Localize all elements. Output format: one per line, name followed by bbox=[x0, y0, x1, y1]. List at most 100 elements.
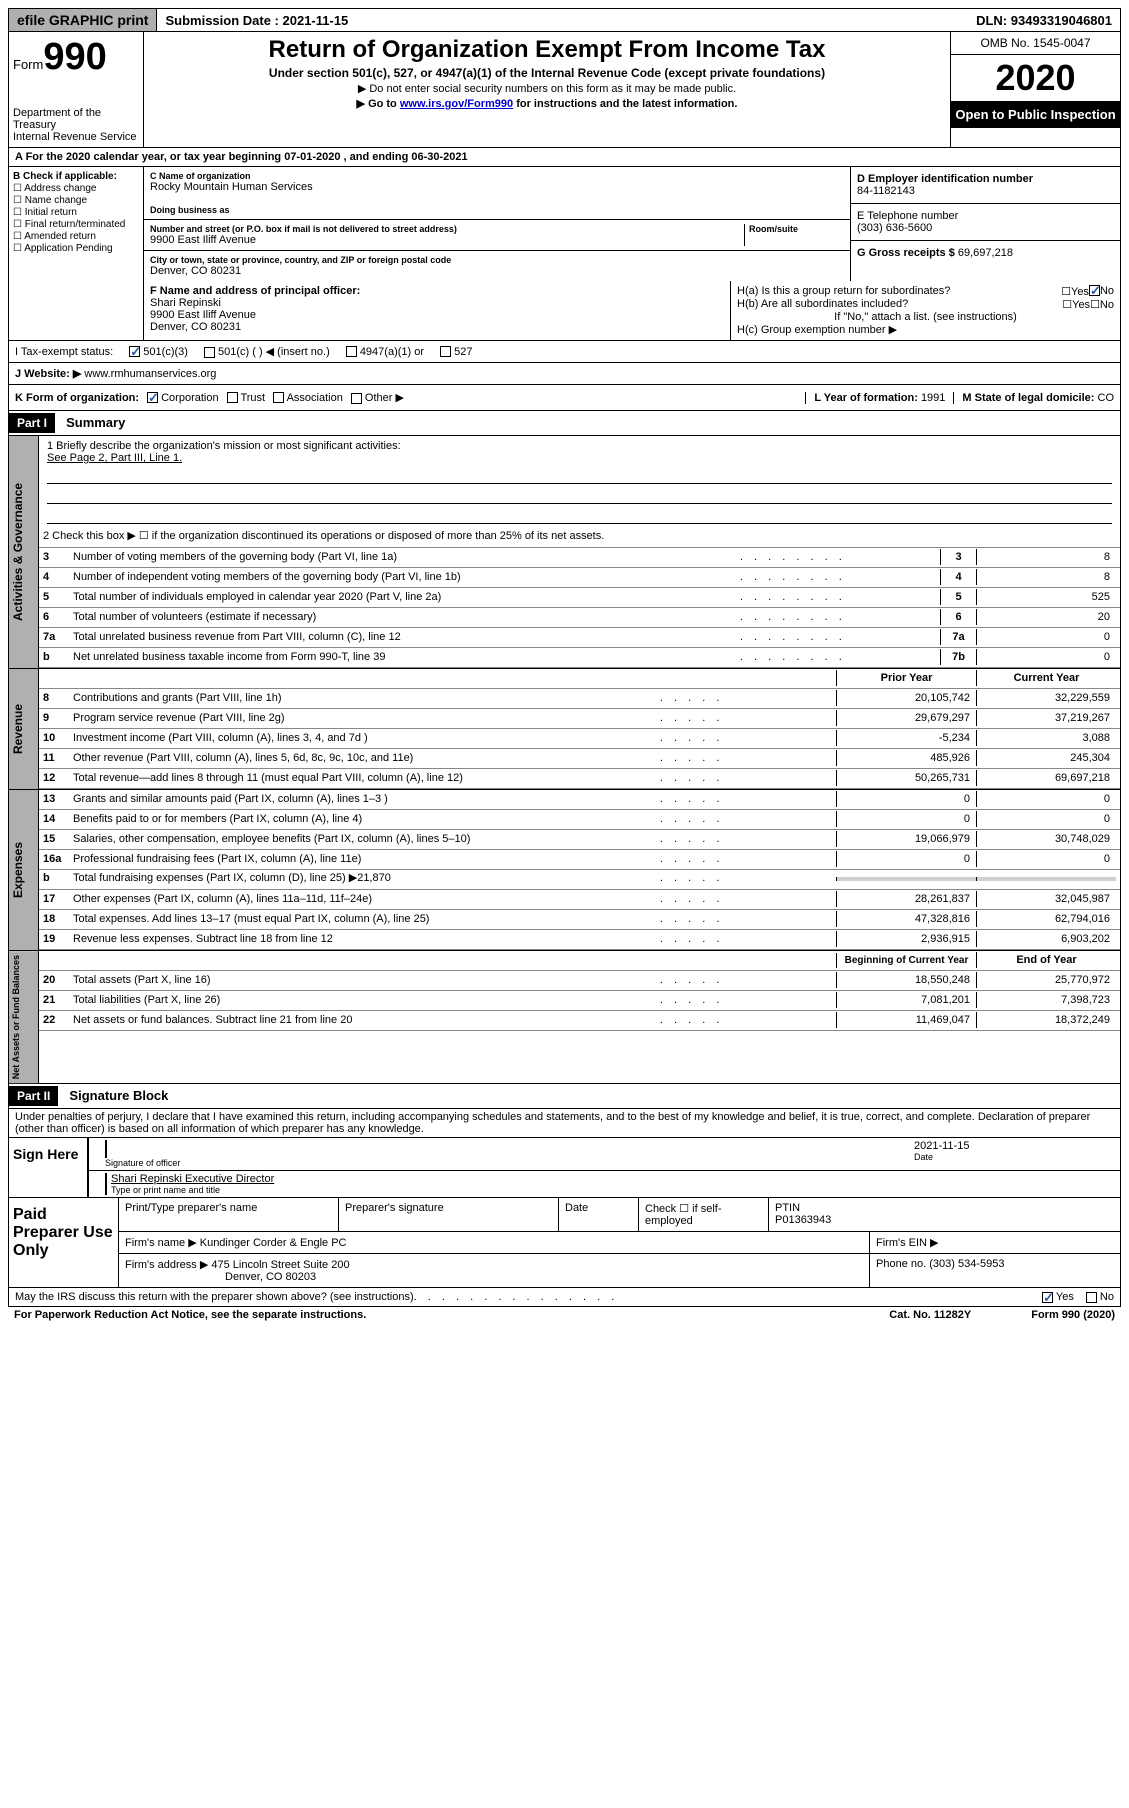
dba-label: Doing business as bbox=[150, 205, 844, 215]
phone: (303) 636-5600 bbox=[857, 222, 1114, 234]
street-label: Number and street (or P.O. box if mail i… bbox=[150, 224, 744, 234]
efile-button[interactable]: efile GRAPHIC print bbox=[9, 9, 157, 31]
org-name-label: C Name of organization bbox=[150, 171, 844, 181]
dln: DLN: 93493319046801 bbox=[968, 10, 1120, 31]
mission-text: See Page 2, Part III, Line 1. bbox=[47, 452, 1112, 464]
type-print-label: Type or print name and title bbox=[111, 1185, 1114, 1195]
hb-yes[interactable]: ☐Yes bbox=[1062, 298, 1090, 311]
ha-no-check[interactable] bbox=[1089, 285, 1100, 296]
opt-trust: Trust bbox=[240, 392, 265, 404]
chk-initial[interactable]: ☐ Initial return bbox=[13, 207, 139, 218]
chk-final[interactable]: ☐ Final return/terminated bbox=[13, 219, 139, 230]
chk-other[interactable] bbox=[351, 393, 362, 404]
mission-label: 1 Briefly describe the organization's mi… bbox=[47, 440, 1112, 452]
paid-preparer-label: Paid Preparer Use Only bbox=[9, 1198, 119, 1287]
part2-header: Part II bbox=[9, 1086, 58, 1106]
part1-title: Summary bbox=[66, 415, 125, 430]
check-applicable-label: B Check if applicable: bbox=[13, 171, 139, 182]
website: www.rmhumanservices.org bbox=[81, 368, 216, 380]
firm-name: Kundinger Corder & Engle PC bbox=[200, 1237, 347, 1249]
firm-addr2: Denver, CO 80203 bbox=[225, 1271, 316, 1283]
form-org-label: K Form of organization: bbox=[15, 392, 139, 404]
line2: 2 Check this box ▶ ☐ if the organization… bbox=[39, 528, 1120, 548]
hdr-eoy: End of Year bbox=[976, 952, 1116, 968]
ein-label: D Employer identification number bbox=[857, 173, 1114, 185]
omb-number: OMB No. 1545-0047 bbox=[951, 32, 1120, 55]
website-label: J Website: ▶ bbox=[15, 368, 81, 380]
opt-4947: 4947(a)(1) or bbox=[360, 346, 424, 358]
gross-label: G Gross receipts $ bbox=[857, 247, 958, 259]
chk-amended[interactable]: ☐ Amended return bbox=[13, 231, 139, 242]
prep-sig-label: Preparer's signature bbox=[345, 1202, 552, 1214]
prep-check-label: Check ☐ if self-employed bbox=[645, 1202, 762, 1227]
vtab-activities: Activities & Governance bbox=[9, 436, 39, 668]
state-domicile-label: M State of legal domicile: bbox=[962, 392, 1097, 404]
form-subtitle: Under section 501(c), 527, or 4947(a)(1)… bbox=[152, 66, 942, 80]
hc-label: H(c) Group exemption number ▶ bbox=[737, 323, 1114, 336]
goto-pre: ▶ Go to bbox=[357, 98, 400, 110]
form-header: Form990 Department of the Treasury Inter… bbox=[8, 32, 1121, 148]
street: 9900 East Iliff Avenue bbox=[150, 234, 744, 246]
officer-print-name: Shari Repinski Executive Director bbox=[111, 1173, 1114, 1185]
dept-label: Department of the Treasury Internal Reve… bbox=[13, 107, 139, 143]
perjury-text: Under penalties of perjury, I declare th… bbox=[8, 1109, 1121, 1138]
chk-4947[interactable] bbox=[346, 346, 357, 357]
topbar: efile GRAPHIC print Submission Date : 20… bbox=[8, 8, 1121, 32]
phone-label: E Telephone number bbox=[857, 210, 1114, 222]
sig-date: 2021-11-15 bbox=[914, 1140, 1114, 1152]
opt-501c: 501(c) ( ) ◀ (insert no.) bbox=[218, 346, 330, 358]
submission-date: Submission Date : 2021-11-15 bbox=[157, 10, 356, 31]
opt-corp: Corporation bbox=[161, 392, 218, 404]
ein: 84-1182143 bbox=[857, 185, 1114, 197]
chk-address[interactable]: ☐ Address change bbox=[13, 183, 139, 194]
state-domicile: CO bbox=[1098, 392, 1115, 404]
chk-corp[interactable] bbox=[147, 392, 158, 403]
prep-date-label: Date bbox=[565, 1202, 632, 1214]
irs-link[interactable]: www.irs.gov/Form990 bbox=[400, 98, 513, 110]
officer-city: Denver, CO 80231 bbox=[150, 321, 724, 333]
discuss-label: May the IRS discuss this return with the… bbox=[15, 1291, 414, 1303]
ha-label: H(a) Is this a group return for subordin… bbox=[737, 285, 1061, 298]
city: Denver, CO 80231 bbox=[150, 265, 844, 277]
city-label: City or town, state or province, country… bbox=[150, 255, 844, 265]
org-name: Rocky Mountain Human Services bbox=[150, 181, 844, 193]
form-number: 990 bbox=[43, 36, 106, 78]
officer-name: Shari Repinski bbox=[150, 297, 724, 309]
chk-527[interactable] bbox=[440, 346, 451, 357]
ssn-note: ▶ Do not enter social security numbers o… bbox=[152, 82, 942, 95]
discuss-yes[interactable] bbox=[1042, 1292, 1053, 1303]
chk-501c3[interactable] bbox=[129, 346, 140, 357]
period-row: A For the 2020 calendar year, or tax yea… bbox=[8, 148, 1121, 167]
pra-notice: For Paperwork Reduction Act Notice, see … bbox=[14, 1309, 366, 1321]
firm-ein-label: Firm's EIN ▶ bbox=[876, 1237, 939, 1249]
year-formation-label: L Year of formation: bbox=[814, 392, 921, 404]
hb-no[interactable]: ☐No bbox=[1090, 298, 1114, 311]
cat-no: Cat. No. 11282Y bbox=[889, 1309, 971, 1321]
form-word: Form bbox=[13, 57, 43, 72]
discuss-no[interactable] bbox=[1086, 1292, 1097, 1303]
chk-501c[interactable] bbox=[204, 347, 215, 358]
chk-assoc[interactable] bbox=[273, 392, 284, 403]
firm-name-label: Firm's name ▶ bbox=[125, 1237, 200, 1249]
part1-header: Part I bbox=[9, 413, 55, 433]
vtab-expenses: Expenses bbox=[9, 790, 39, 950]
ha-yes[interactable]: ☐Yes bbox=[1061, 285, 1089, 298]
sig-date-label: Date bbox=[914, 1152, 1114, 1162]
open-inspection: Open to Public Inspection bbox=[951, 101, 1120, 128]
tax-year: 2020 bbox=[951, 55, 1120, 101]
hb-label: H(b) Are all subordinates included? bbox=[737, 298, 1062, 311]
officer-label: F Name and address of principal officer: bbox=[150, 285, 724, 297]
ptin: P01363943 bbox=[775, 1214, 1114, 1226]
part2-title: Signature Block bbox=[69, 1088, 168, 1103]
hdr-prior: Prior Year bbox=[836, 670, 976, 686]
form-title: Return of Organization Exempt From Incom… bbox=[152, 36, 942, 64]
entity-block: B Check if applicable: ☐ Address change … bbox=[8, 167, 1121, 281]
chk-name[interactable]: ☐ Name change bbox=[13, 195, 139, 206]
chk-pending[interactable]: ☐ Application Pending bbox=[13, 243, 139, 254]
opt-527: 527 bbox=[454, 346, 472, 358]
prep-print-label: Print/Type preparer's name bbox=[125, 1202, 332, 1214]
sign-here-label: Sign Here bbox=[9, 1138, 89, 1197]
room-label: Room/suite bbox=[749, 224, 844, 234]
chk-trust[interactable] bbox=[227, 392, 238, 403]
vtab-revenue: Revenue bbox=[9, 669, 39, 789]
